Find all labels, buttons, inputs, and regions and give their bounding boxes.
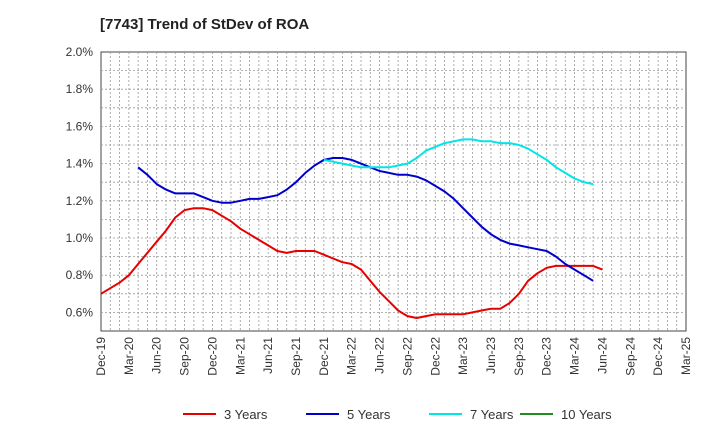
x-tick-label: Jun-24 bbox=[595, 337, 609, 374]
x-tick-label: Sep-23 bbox=[512, 337, 526, 376]
x-tick-label: Jun-21 bbox=[261, 337, 275, 374]
x-tick-label: Mar-24 bbox=[568, 337, 582, 375]
legend-label: 3 Years bbox=[224, 407, 268, 422]
axis-layer: 0.6% 0.8% 1.0% 1.2% 1.4% 1.6% 1.8% 2.0% Dec-19 Ma… bbox=[66, 45, 693, 376]
grid-layer bbox=[100, 51, 687, 332]
x-tick-label: Sep-22 bbox=[400, 337, 414, 376]
y-tick-label: 0.8% bbox=[66, 268, 94, 282]
x-tick-label: Mar-20 bbox=[122, 337, 136, 375]
x-tick-label: Dec-21 bbox=[317, 337, 331, 376]
x-tick-label: Dec-20 bbox=[205, 337, 219, 376]
legend-label: 5 Years bbox=[347, 407, 391, 422]
y-tick-label: 1.6% bbox=[66, 119, 94, 133]
x-tick-label: Jun-20 bbox=[150, 337, 164, 374]
x-tick-label: Sep-24 bbox=[623, 337, 637, 376]
legend-label: 7 Years bbox=[470, 407, 514, 422]
series-line bbox=[323, 138, 594, 186]
x-tick-label: Mar-22 bbox=[345, 337, 359, 375]
x-tick-label: Sep-21 bbox=[289, 337, 303, 376]
plot-frame bbox=[100, 51, 687, 332]
x-tick-label: Mar-21 bbox=[233, 337, 247, 375]
y-tick-label: 1.4% bbox=[66, 157, 94, 171]
x-tick-label: Dec-24 bbox=[651, 337, 665, 376]
x-tick-label: Mar-23 bbox=[456, 337, 470, 375]
legend-label: 10 Years bbox=[561, 407, 612, 422]
x-tick-label: Mar-25 bbox=[679, 337, 693, 375]
x-tick-label: Jun-22 bbox=[373, 337, 387, 374]
series-line bbox=[100, 207, 603, 319]
series-line bbox=[137, 157, 594, 282]
x-tick-label: Jun-23 bbox=[484, 337, 498, 374]
series-layer bbox=[100, 138, 603, 319]
y-tick-label: 0.6% bbox=[66, 305, 94, 319]
y-tick-label: 1.2% bbox=[66, 194, 94, 208]
y-tick-label: 2.0% bbox=[66, 45, 94, 59]
chart-title: [7743] Trend of StDev of ROA bbox=[100, 16, 310, 33]
x-tick-label: Dec-22 bbox=[428, 337, 442, 376]
y-tick-label: 1.8% bbox=[66, 82, 94, 96]
y-tick-label: 1.0% bbox=[66, 231, 94, 245]
x-tick-label: Dec-23 bbox=[540, 337, 554, 376]
legend-layer: 3 Years 5 Years 7 Years 10 Years bbox=[183, 407, 612, 422]
x-tick-label: Dec-19 bbox=[94, 337, 108, 376]
x-tick-label: Sep-20 bbox=[178, 337, 192, 376]
